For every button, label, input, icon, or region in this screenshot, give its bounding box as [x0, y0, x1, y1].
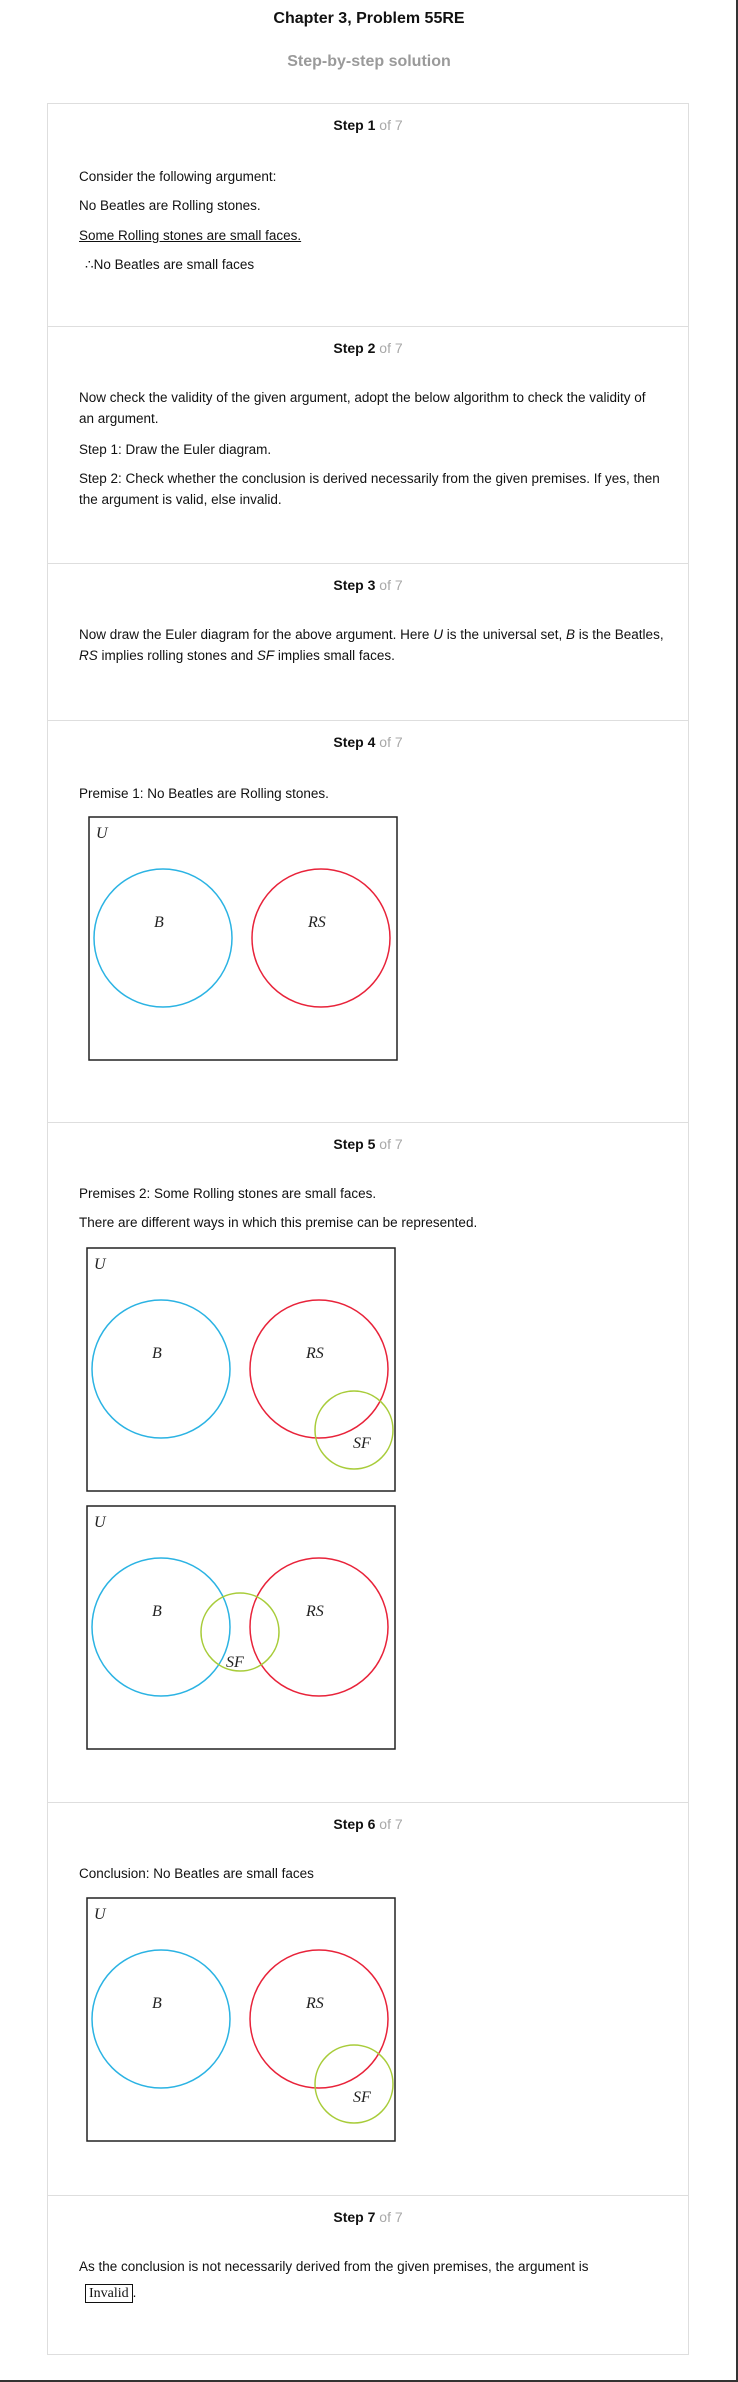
rolling-stones-circle: [249, 1949, 389, 2089]
step-7-header: Step 7 of 7: [333, 2209, 403, 2225]
step-6-header: Step 6 of 7: [333, 1816, 403, 1832]
step-1-intro: Consider the following argument:: [79, 169, 277, 184]
beatles-label: B: [154, 914, 164, 931]
page-border-bottom: [0, 2380, 738, 2382]
step-5-euler-diagram-a: U B RS SF: [86, 1247, 396, 1492]
small-faces-label: SF: [353, 1435, 371, 1452]
universe-label: U: [94, 1514, 107, 1531]
step-1-premise-1: No Beatles are Rolling stones.: [79, 198, 261, 213]
page-title: Chapter 3, Problem 55RE: [273, 10, 465, 27]
beatles-label: B: [152, 1995, 162, 2012]
beatles-circle: [91, 1557, 231, 1697]
step-5-header: Step 5 of 7: [333, 1136, 403, 1152]
small-faces-circle: [200, 1592, 280, 1672]
universe-label: U: [94, 1256, 107, 1273]
answer-box: Invalid: [85, 2284, 133, 2303]
step-2-text: Now check the validity of the given argu…: [79, 390, 646, 426]
beatles-label: B: [152, 1603, 162, 1620]
step-3-card: Step 3 of 7 Now draw the Euler diagram f…: [47, 564, 689, 721]
step-7-text: As the conclusion is not necessarily der…: [79, 2259, 589, 2274]
step-5-text-1: Premises 2: Some Rolling stones are smal…: [79, 1186, 377, 1201]
step-2-algo-2: Step 2: Check whether the conclusion is …: [79, 471, 660, 507]
step-7-card: Step 7 of 7 As the conclusion is not nec…: [47, 2196, 689, 2355]
beatles-circle: [93, 868, 233, 1008]
step-4-header: Step 4 of 7: [333, 734, 403, 750]
rolling-stones-circle: [251, 868, 391, 1008]
page-subtitle: Step-by-step solution: [287, 53, 451, 70]
step-6-card: Step 6 of 7 Conclusion: No Beatles are s…: [47, 1803, 689, 2196]
page-border-right: [736, 0, 738, 2382]
step-1-conclusion: ∴No Beatles are small faces: [85, 257, 255, 272]
step-4-card: Step 4 of 7 Premise 1: No Beatles are Ro…: [47, 721, 689, 1123]
rolling-stones-circle: [249, 1299, 389, 1439]
step-5-text-2: There are different ways in which this p…: [79, 1215, 478, 1230]
therefore-symbol: ∴: [85, 257, 94, 272]
step-3-header: Step 3 of 7: [333, 577, 403, 593]
rolling-stones-label: RS: [305, 1995, 324, 2012]
step-1-header: Step 1 of 7: [333, 117, 403, 133]
step-3-text: Now draw the Euler diagram for the above…: [79, 627, 664, 663]
small-faces-circle: [314, 1390, 394, 1470]
universe-box: [86, 1897, 396, 2142]
step-6-euler-diagram: U B RS SF: [86, 1897, 396, 2142]
small-faces-circle: [314, 2044, 394, 2124]
universe-label: U: [94, 1906, 107, 1923]
beatles-circle: [91, 1949, 231, 2089]
step-5-euler-diagram-b: U B RS SF: [86, 1505, 396, 1750]
rolling-stones-circle: [249, 1557, 389, 1697]
step-5-card: Step 5 of 7 Premises 2: Some Rolling sto…: [47, 1123, 689, 1803]
small-faces-label: SF: [353, 2089, 371, 2106]
step-1-card: Step 1 of 7 Consider the following argum…: [47, 103, 689, 327]
beatles-label: B: [152, 1345, 162, 1362]
step-2-card: Step 2 of 7 Now check the validity of th…: [47, 327, 689, 564]
step-1-premise-2: Some Rolling stones are small faces.: [79, 228, 302, 243]
universe-label: U: [96, 825, 109, 842]
rolling-stones-label: RS: [305, 1603, 324, 1620]
universe-box: [86, 1247, 396, 1492]
universe-box: [88, 816, 398, 1061]
step-4-euler-diagram: U B RS: [88, 816, 398, 1061]
step-4-text: Premise 1: No Beatles are Rolling stones…: [79, 786, 329, 801]
step-2-header: Step 2 of 7: [333, 340, 403, 356]
rolling-stones-label: RS: [305, 1345, 324, 1362]
rolling-stones-label: RS: [307, 914, 326, 931]
step-2-algo-1: Step 1: Draw the Euler diagram.: [79, 442, 272, 457]
beatles-circle: [91, 1299, 231, 1439]
step-7-answer: Invalid.: [85, 2282, 670, 2303]
small-faces-label: SF: [226, 1654, 244, 1671]
universe-box: [86, 1505, 396, 1750]
step-6-text: Conclusion: No Beatles are small faces: [79, 1866, 314, 1881]
